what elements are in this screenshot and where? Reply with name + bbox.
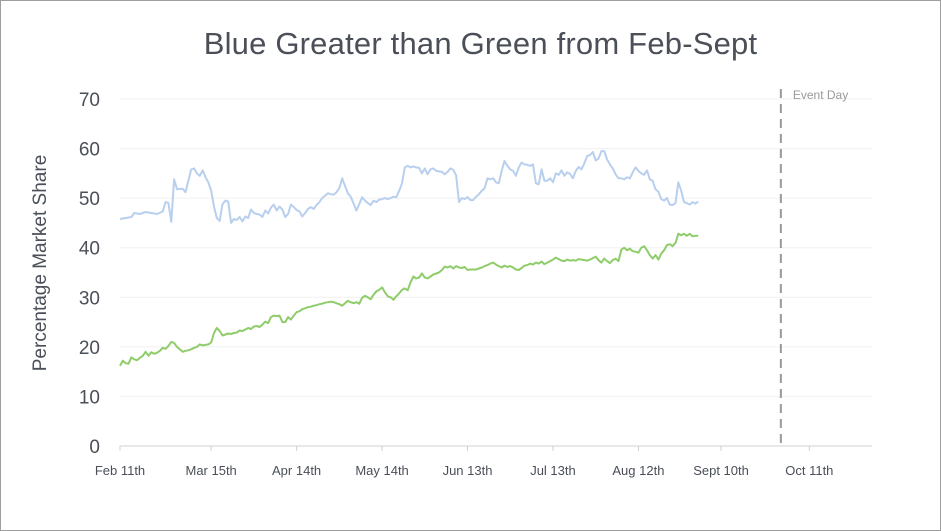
event-annotation: Event Day [779, 88, 848, 443]
x-tick-label: May 14th [355, 463, 408, 478]
chart-title: Blue Greater than Green from Feb-Sept [203, 26, 758, 61]
y-tick-label: 60 [79, 140, 100, 161]
y-axis-label: Percentage Market Share [30, 155, 51, 372]
x-tick-label: Apr 14th [272, 463, 321, 478]
x-tick-label: Aug 12th [612, 463, 664, 478]
x-tick-label: Feb 11th [95, 463, 145, 478]
x-tick-labels: Feb 11th Mar 15th Apr 14th May 14th Jun 13th… [95, 446, 833, 478]
x-tick-label: Jul 13th [530, 463, 576, 478]
y-tick-label: 40 [79, 239, 100, 260]
series-line-blue [119, 150, 699, 224]
y-tick-label: 30 [79, 288, 100, 309]
series-line-green [119, 232, 699, 367]
y-tick-label: 20 [79, 338, 100, 359]
y-tick-label: 0 [89, 437, 100, 458]
x-tick-label: Jun 13th [443, 463, 493, 478]
series-lines [119, 150, 699, 367]
y-tick-label: 10 [79, 387, 100, 408]
x-tick-label: Mar 15th [185, 463, 236, 478]
x-tick-label: Sept 10th [693, 463, 749, 478]
y-tick-labels: 0 10 20 30 40 50 60 70 [79, 90, 100, 458]
y-tick-label: 70 [79, 90, 100, 111]
grid-lines [120, 98, 872, 397]
event-day-label: Event Day [793, 88, 848, 102]
x-tick-label: Oct 11th [785, 463, 833, 478]
y-tick-label: 50 [79, 189, 100, 210]
